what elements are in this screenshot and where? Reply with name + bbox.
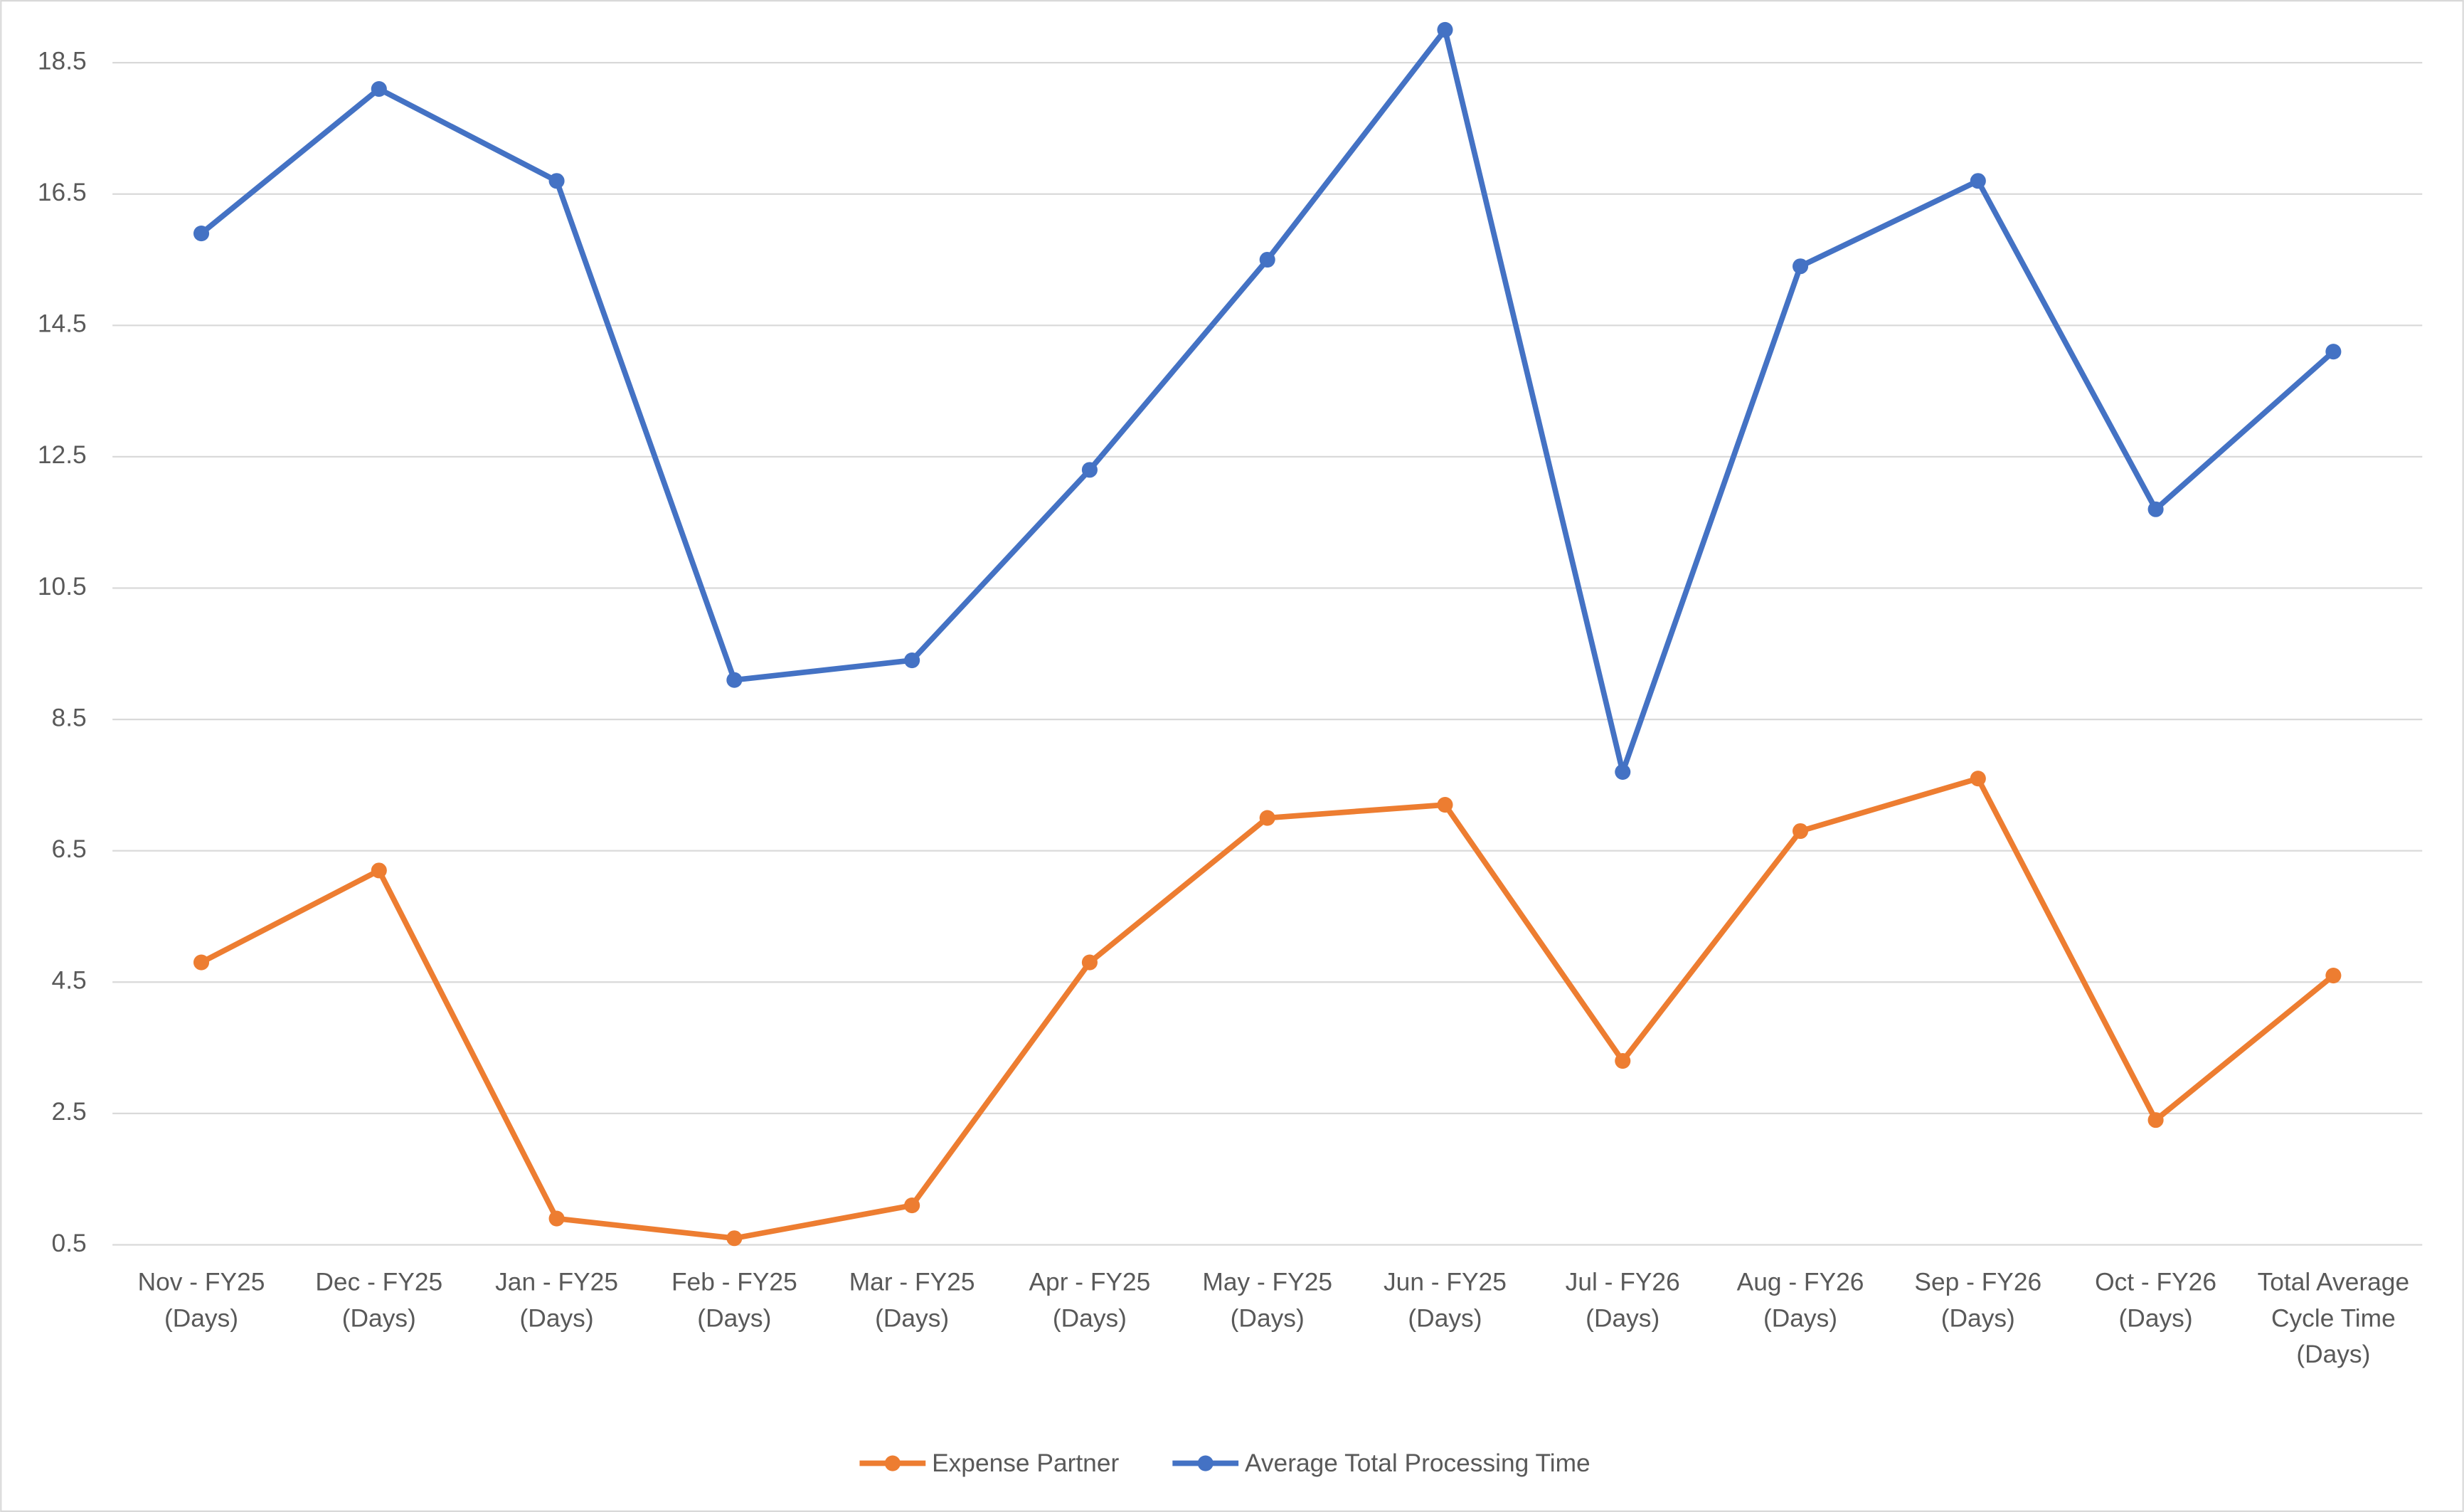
y-tick-label: 12.5 — [38, 441, 87, 469]
x-tick-label: Feb - FY25 (Days) — [671, 1269, 797, 1333]
data-point — [1970, 771, 1986, 787]
x-tick-label: Aug - FY26 (Days) — [1736, 1269, 1864, 1333]
data-point — [2325, 344, 2342, 360]
data-point — [904, 652, 920, 669]
x-tick-label-box: Feb - FY25 (Days) — [671, 1269, 797, 1333]
y-tick-label: 16.5 — [38, 179, 87, 206]
data-point — [1970, 173, 1986, 189]
x-tick-label: Dec - FY25 (Days) — [315, 1269, 443, 1333]
x-tick-label-box: Sep - FY26 (Days) — [1914, 1269, 2042, 1333]
y-tick-label: 4.5 — [52, 967, 87, 995]
x-tick-label: Mar - FY25 (Days) — [849, 1269, 975, 1333]
x-tick-label-box: Jan - FY25 (Days) — [495, 1269, 618, 1333]
x-tick-label: Total Average Cycle Time (Days) — [2257, 1269, 2410, 1369]
x-tick-label-box: May - FY25 (Days) — [1202, 1269, 1333, 1333]
legend-marker — [884, 1455, 901, 1471]
legend-marker — [1197, 1455, 1214, 1471]
legend-label: Expense Partner — [932, 1449, 1119, 1477]
x-tick-label-box: Oct - FY26 (Days) — [2095, 1269, 2217, 1333]
y-tick-label: 6.5 — [52, 835, 87, 863]
y-tick-label: 2.5 — [52, 1098, 87, 1126]
x-tick-label-box: Total Average Cycle Time (Days) — [2257, 1269, 2410, 1369]
y-tick-label: 18.5 — [38, 47, 87, 75]
data-point — [1437, 797, 1453, 813]
x-tick-label: Sep - FY26 (Days) — [1914, 1269, 2042, 1333]
data-point — [548, 1210, 565, 1227]
x-tick-label: Jun - FY25 (Days) — [1383, 1269, 1507, 1333]
x-tick-label: Oct - FY26 (Days) — [2095, 1269, 2217, 1333]
legend-label: Average Total Processing Time — [1245, 1449, 1591, 1477]
data-point — [1081, 462, 1098, 478]
data-point — [371, 80, 387, 97]
x-tick-label: Nov - FY25 (Days) — [137, 1269, 265, 1333]
x-tick-label-box: Dec - FY25 (Days) — [315, 1269, 443, 1333]
x-tick-label: May - FY25 (Days) — [1202, 1269, 1333, 1333]
data-point — [1259, 251, 1275, 268]
data-point — [1081, 954, 1098, 971]
y-tick-label: 8.5 — [52, 704, 87, 731]
x-tick-label-box: Jun - FY25 (Days) — [1383, 1269, 1507, 1333]
x-tick-label-box: Aug - FY26 (Days) — [1736, 1269, 1864, 1333]
x-tick-label: Jul - FY26 (Days) — [1565, 1269, 1680, 1333]
x-tick-label: Apr - FY25 (Days) — [1029, 1269, 1151, 1333]
x-tick-label-box: Apr - FY25 (Days) — [1029, 1269, 1151, 1333]
data-point — [548, 173, 565, 189]
data-point — [2147, 501, 2164, 517]
data-point — [1437, 21, 1453, 38]
data-point — [1259, 810, 1275, 826]
y-tick-label: 10.5 — [38, 573, 87, 601]
x-tick-label: Jan - FY25 (Days) — [495, 1269, 618, 1333]
data-point — [1792, 823, 1809, 840]
legend: Expense Partner Average Total Processing … — [859, 1449, 1591, 1477]
data-point — [371, 862, 387, 879]
x-tick-label-box: Jul - FY26 (Days) — [1565, 1269, 1680, 1333]
data-point — [193, 226, 210, 242]
y-tick-label: 14.5 — [38, 310, 87, 338]
data-point — [193, 954, 210, 971]
data-point — [1792, 258, 1809, 275]
data-point — [726, 1230, 743, 1247]
x-tick-label-box: Mar - FY25 (Days) — [849, 1269, 975, 1333]
data-point — [904, 1198, 920, 1214]
data-point — [2325, 968, 2342, 984]
y-tick-label: 0.5 — [52, 1230, 87, 1257]
data-point — [1615, 763, 1631, 780]
x-tick-label-box: Nov - FY25 (Days) — [137, 1269, 265, 1333]
data-point — [726, 672, 743, 688]
data-point — [1615, 1053, 1631, 1069]
data-point — [2147, 1112, 2164, 1128]
